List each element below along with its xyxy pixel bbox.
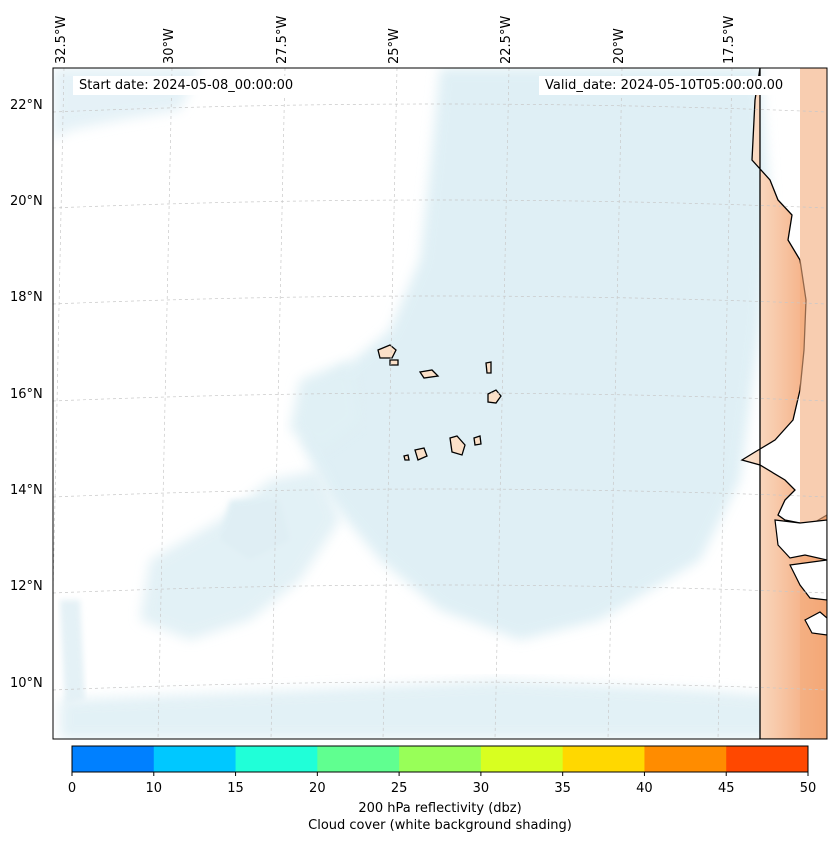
parallel-line — [53, 295, 827, 305]
reflectivity-colorbar — [71, 745, 809, 776]
cloud-band-southwest — [140, 470, 340, 640]
latitude-label: 12°N — [10, 579, 43, 594]
graticule — [53, 68, 827, 739]
colorbar-frame — [71, 745, 809, 773]
latitude-label: 16°N — [10, 387, 43, 402]
island-brava — [403, 454, 410, 461]
meridian-line — [494, 68, 510, 739]
latitude-label: 22°N — [10, 98, 43, 113]
island-santo-antao — [377, 344, 397, 359]
parallel-line — [53, 584, 827, 594]
colorbar-label-line2: Cloud cover (white background shading) — [308, 818, 572, 833]
cape-verde-islands — [377, 344, 502, 461]
cloud-streak-central — [290, 360, 360, 450]
colorbar-segment — [72, 746, 155, 772]
senegal-gambia-coast — [774, 519, 827, 561]
longitude-label: 20°W — [612, 28, 627, 64]
meridian-line — [717, 68, 733, 739]
cloud-streak-mid — [220, 500, 290, 560]
latitude-label: 18°N — [10, 290, 43, 305]
colorbar-tick-label: 30 — [472, 781, 490, 796]
longitude-label: 32.5°W — [54, 15, 69, 64]
parallel-line — [53, 199, 827, 209]
colorbar-segment — [562, 746, 645, 772]
colorbar-segment — [235, 746, 318, 772]
meridian-line — [382, 68, 398, 739]
parallel-line — [53, 103, 827, 113]
island-sal — [485, 361, 492, 374]
parallel-line — [53, 488, 827, 498]
island-fogo — [414, 447, 428, 461]
africa-interior-fill — [800, 68, 827, 739]
colorbar-tick-label: 40 — [636, 781, 653, 796]
island-sao-nicolau — [418, 369, 440, 379]
parallel-line — [53, 392, 827, 402]
start-date-label: Start date: 2024-05-08_00:00:00 — [73, 76, 300, 95]
map-frame — [52, 67, 828, 740]
colorbar-tick-label: 10 — [145, 781, 163, 796]
colorbar-segment — [726, 746, 809, 772]
cloud-cover-shading — [53, 68, 827, 739]
longitude-label: 27.5°W — [275, 15, 290, 64]
colorbar-segment — [480, 746, 564, 772]
mainland-africa — [740, 68, 827, 739]
longitude-label: 22.5°W — [499, 15, 514, 64]
latitude-label: 20°N — [10, 194, 43, 209]
colorbar-tick-label: 50 — [799, 781, 817, 796]
colorbar-tick-label: 25 — [390, 781, 408, 796]
cloud-band-northeast — [300, 68, 770, 640]
colorbar-tick-label: 20 — [309, 781, 326, 796]
latitude-label: 10°N — [10, 676, 43, 691]
meridian-line — [157, 68, 173, 739]
island-santiago — [449, 435, 466, 456]
parallel-line — [53, 681, 827, 691]
guinea-bissau-coast — [789, 559, 827, 601]
island-maio — [473, 435, 482, 446]
island-sao-vicente — [389, 359, 399, 366]
colorbar-tick-label: 35 — [554, 781, 571, 796]
colorbar-label-line1: 200 hPa reflectivity (dbz) — [358, 801, 522, 816]
colorbar-segment — [644, 746, 727, 772]
cloud-streak-west — [60, 600, 85, 705]
colorbar-segment — [399, 746, 482, 772]
bijagos-islands — [804, 611, 827, 636]
colorbar-segment — [153, 746, 237, 772]
longitude-label: 30°W — [162, 28, 177, 64]
latitude-label: 14°N — [10, 483, 43, 498]
meridian-line — [270, 68, 286, 739]
colorbar-tick-label: 15 — [227, 781, 244, 796]
colorbar-tick-label: 0 — [67, 781, 77, 796]
longitude-label: 17.5°W — [722, 15, 737, 64]
colorbar-tick-label: 45 — [717, 781, 735, 796]
longitude-label: 25°W — [387, 28, 402, 64]
meridian-line — [607, 68, 623, 739]
valid-date-label: Valid_date: 2024-05-10T05:00:00.00 — [539, 76, 790, 95]
colorbar-segment — [317, 746, 400, 772]
cloud-band-south — [60, 680, 827, 739]
